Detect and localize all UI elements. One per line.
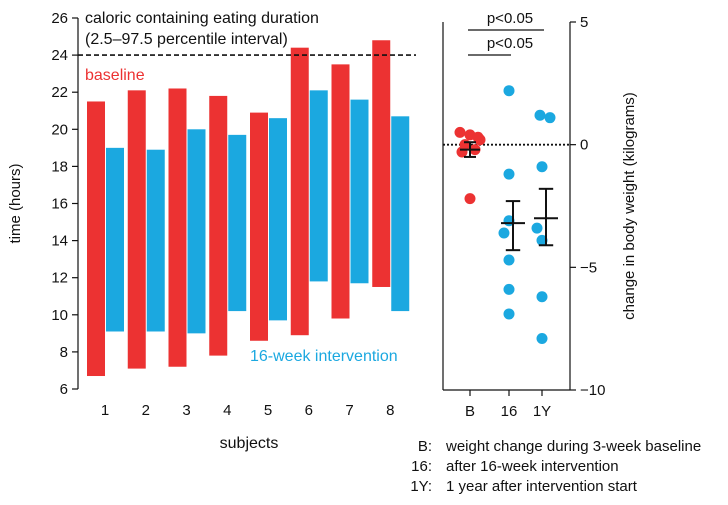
weight-point (498, 227, 510, 239)
left-y-tick-label: 12 (51, 270, 68, 287)
weight-point (454, 126, 466, 138)
group-tick-label: B (465, 403, 475, 420)
intervention-bar (106, 147, 124, 332)
subject-tick-label: 3 (182, 402, 190, 419)
left-y-axis-label: time (hours) (7, 163, 24, 243)
weight-point (536, 161, 548, 173)
legend-text: 1 year after intervention start (446, 478, 637, 495)
weight-point (503, 283, 515, 295)
left-y-tick-label: 24 (51, 47, 68, 64)
intervention-bar (391, 116, 410, 312)
baseline-bar (87, 101, 105, 377)
weight-point (503, 168, 515, 180)
left-x-axis-label: subjects (220, 435, 279, 452)
weight-point (456, 146, 468, 158)
weight-point (536, 234, 548, 246)
weight-point (544, 112, 556, 124)
left-y-tick-label: 10 (51, 307, 68, 324)
weight-point (531, 222, 543, 234)
intervention-bar (309, 90, 328, 282)
subject-tick-label: 4 (223, 402, 231, 419)
weight-point (464, 193, 476, 205)
legend-key: 16: (411, 458, 432, 475)
left-chart-title: caloric containing eating duration (85, 10, 319, 27)
baseline-bar (331, 64, 350, 319)
subject-tick-label: 2 (142, 402, 150, 419)
baseline-bar (250, 112, 268, 341)
significance-label: p<0.05 (487, 35, 533, 52)
weight-point (503, 308, 515, 320)
baseline-bar (168, 88, 187, 367)
left-chart-subtitle: (2.5–97.5 percentile interval) (85, 31, 288, 48)
subject-tick-label: 6 (305, 402, 313, 419)
intervention-bar (269, 118, 287, 321)
group-tick-label: 16 (501, 403, 518, 420)
weight-point (536, 332, 548, 344)
left-y-tick-label: 8 (60, 344, 68, 361)
left-y-tick-label: 18 (51, 158, 68, 175)
legend-key: 1Y: (410, 478, 432, 495)
right-y-tick-label: 5 (580, 14, 588, 31)
left-y-tick-label: 20 (51, 121, 68, 138)
group-legend: B: weight change during 3-week baseline … (388, 437, 701, 497)
right-y-tick-label: 0 (580, 137, 588, 154)
right-y-axis-label: change in body weight (kilograms) (621, 92, 638, 320)
subject-tick-label: 7 (345, 402, 353, 419)
baseline-bar (127, 90, 146, 369)
left-y-tick-label: 6 (60, 381, 68, 398)
group-tick-label: 1Y (533, 403, 551, 420)
weight-point (536, 291, 548, 303)
subject-tick-label: 8 (386, 402, 394, 419)
weight-point (503, 85, 515, 97)
baseline-label: baseline (85, 67, 145, 84)
weight-point (534, 109, 546, 121)
subject-tick-label: 1 (101, 402, 109, 419)
intervention-bar (187, 129, 206, 334)
intervention-bar (350, 99, 369, 284)
left-y-tick-label: 16 (51, 196, 68, 213)
subject-tick-label: 5 (264, 402, 272, 419)
legend-text: after 16-week intervention (446, 458, 619, 475)
significance-label: p<0.05 (487, 10, 533, 27)
intervention-bar (146, 149, 165, 332)
left-y-tick-label: 22 (51, 84, 68, 101)
legend-row-1y: 1Y: 1 year after intervention start (388, 477, 701, 497)
baseline-bar (290, 47, 309, 336)
legend-row-b: B: weight change during 3-week baseline (388, 437, 701, 457)
weight-point (472, 131, 484, 143)
intervention-bar (228, 134, 247, 312)
right-y-tick-label: −5 (580, 259, 597, 276)
intervention-label: 16-week intervention (250, 348, 398, 365)
baseline-bar (209, 95, 228, 356)
left-y-tick-label: 26 (51, 10, 68, 27)
baseline-bar (372, 40, 391, 287)
legend-row-16: 16: after 16-week intervention (388, 457, 701, 477)
legend-text: weight change during 3-week baseline (446, 438, 702, 455)
legend-key: B: (417, 438, 432, 455)
weight-point (503, 254, 515, 266)
right-y-tick-label: −10 (580, 382, 605, 399)
left-y-tick-label: 14 (51, 233, 68, 250)
